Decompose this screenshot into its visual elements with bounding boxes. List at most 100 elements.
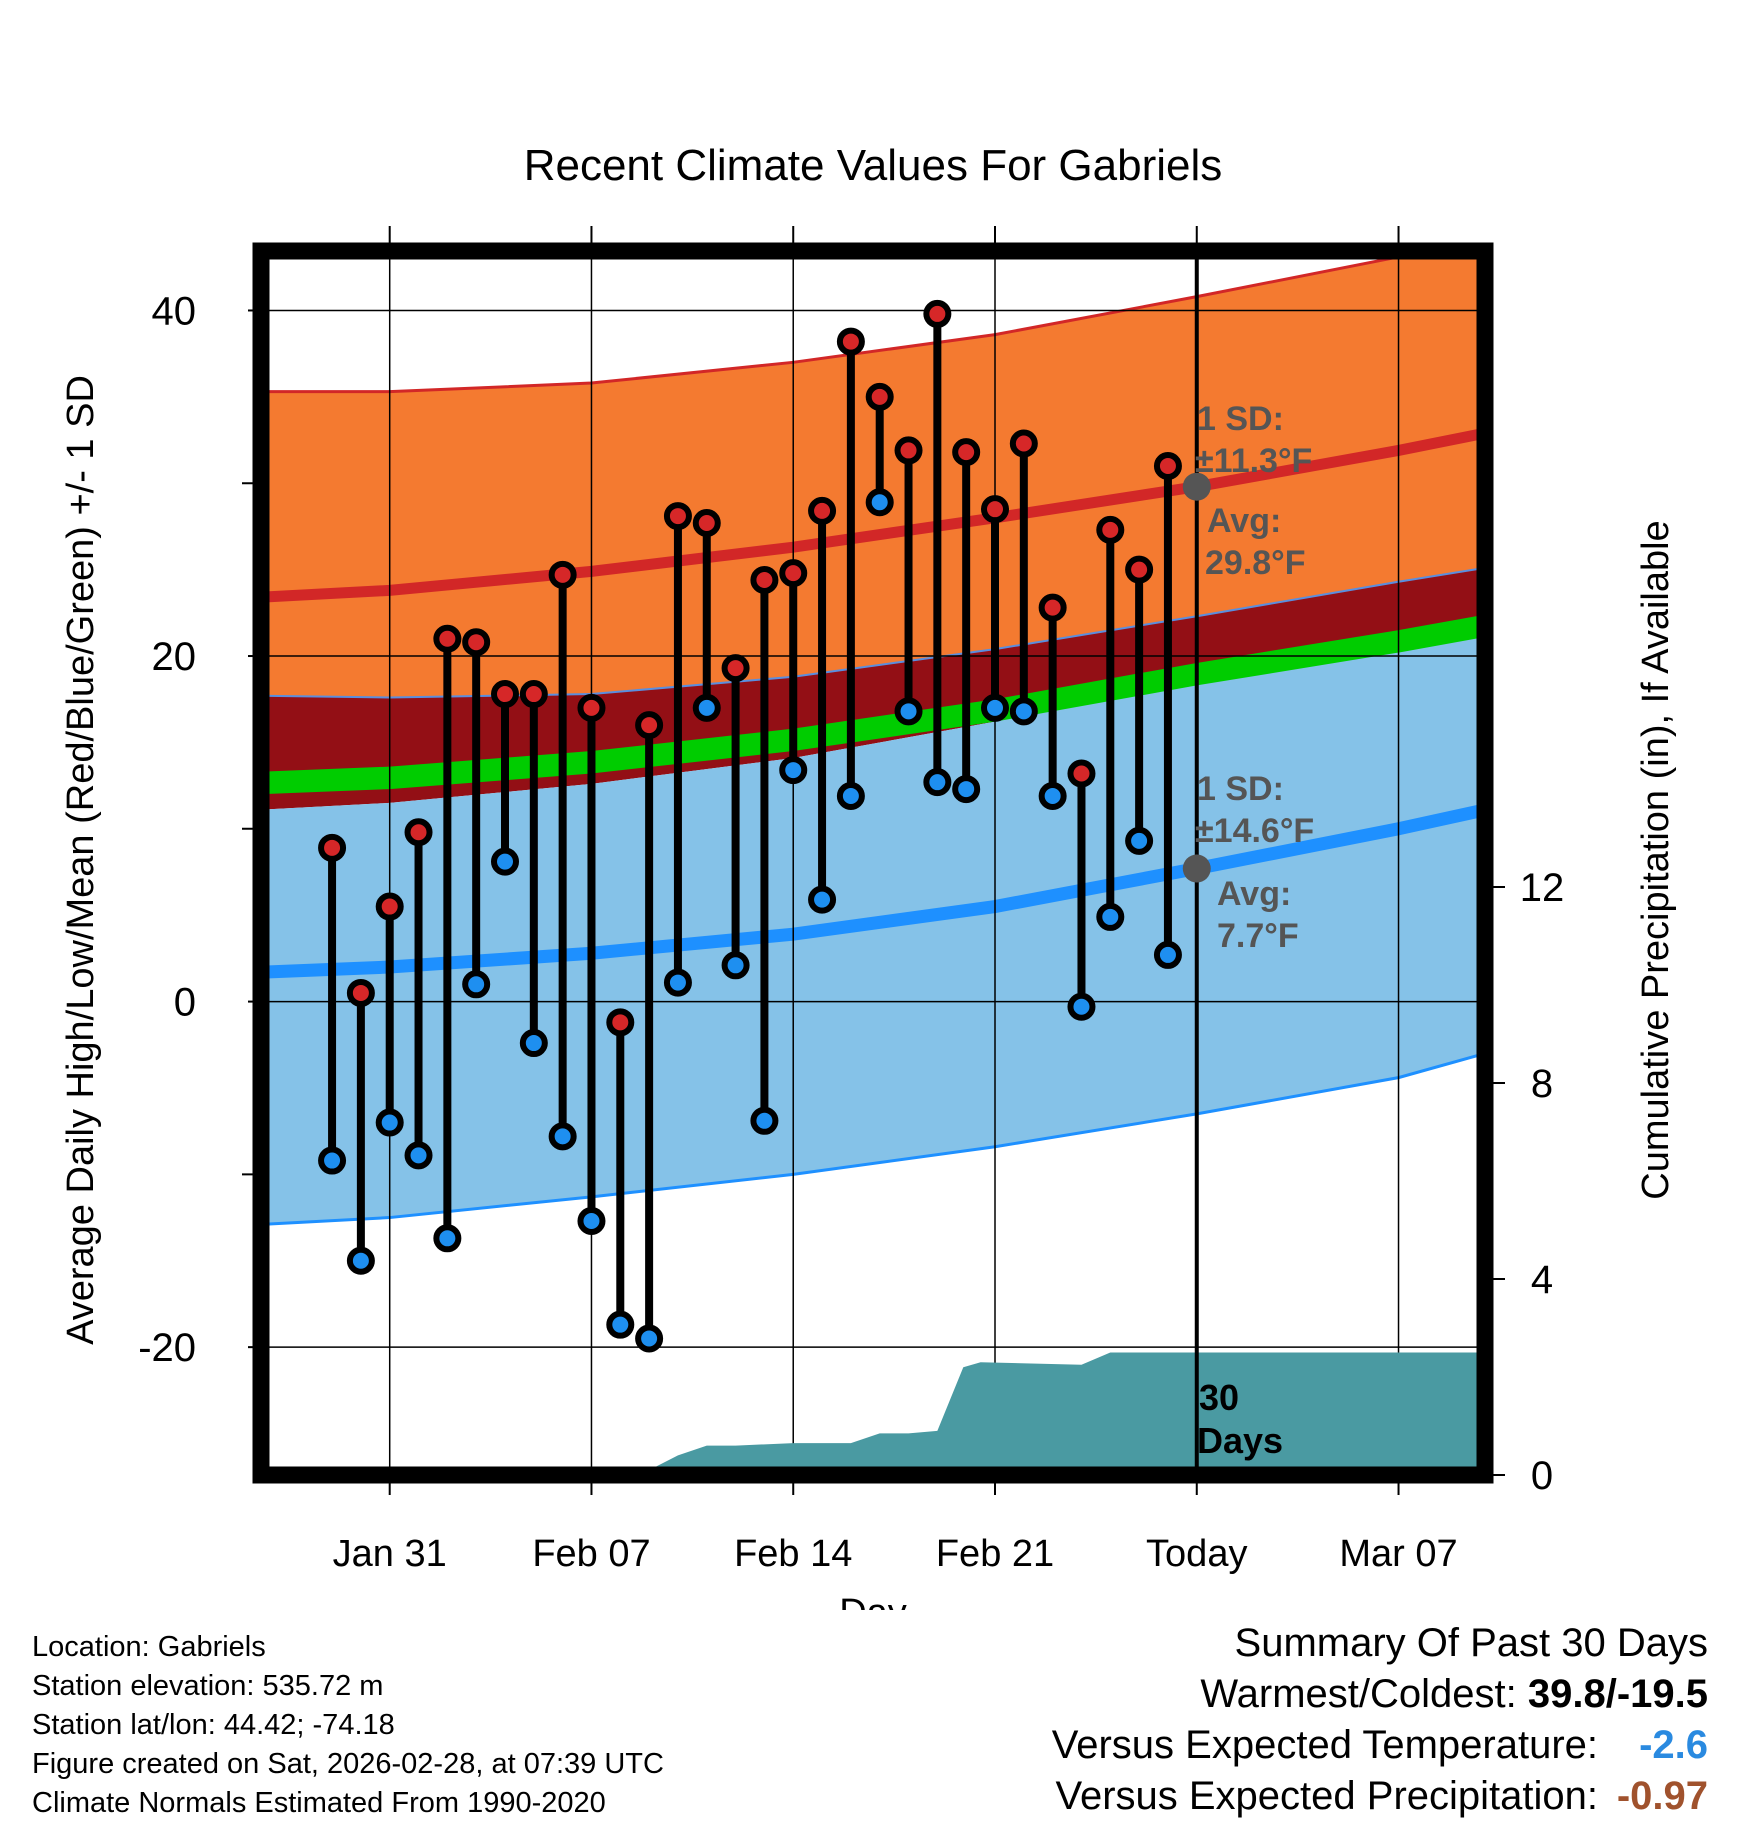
station-info: Location: Gabriels Station elevation: 53… bbox=[32, 1628, 664, 1823]
y2-tick-label: 12 bbox=[1520, 866, 1565, 910]
summary-temp-row: Versus Expected Temperature: -2.6 bbox=[1052, 1720, 1708, 1771]
annotation-high-sd-title: 1 SD: bbox=[1197, 400, 1284, 438]
daily-low-point bbox=[1009, 697, 1038, 726]
daily-high-point bbox=[1009, 429, 1038, 458]
daily-high-point bbox=[519, 680, 548, 709]
today-high-normal-marker bbox=[1182, 472, 1211, 501]
daily-high-point bbox=[836, 327, 865, 356]
daily-low-point bbox=[462, 970, 491, 999]
summary-temp-value: -2.6 bbox=[1639, 1723, 1708, 1767]
precip-cumulative-area bbox=[260, 1352, 1485, 1475]
daily-low-point bbox=[404, 1141, 433, 1170]
daily-high-point bbox=[577, 693, 606, 722]
daily-high-point bbox=[318, 833, 347, 862]
daily-high-point bbox=[491, 680, 519, 709]
summary-precip-row: Versus Expected Precipitation: -0.97 bbox=[1052, 1771, 1708, 1822]
daily-low-point bbox=[548, 1122, 577, 1151]
daily-high-point bbox=[923, 299, 952, 328]
daily-high-point bbox=[1125, 555, 1154, 584]
daily-high-point bbox=[692, 508, 721, 537]
daily-low-point bbox=[865, 488, 894, 517]
daily-high-point bbox=[721, 654, 750, 683]
annotation-high-sd-value: ±11.3°F bbox=[1195, 442, 1312, 480]
x-tick-label: Jan 31 bbox=[333, 1533, 447, 1575]
daily-high-point bbox=[462, 628, 491, 657]
daily-low-point bbox=[635, 1324, 664, 1353]
info-elevation: Station elevation: 535.72 m bbox=[32, 1670, 384, 1702]
plot-area bbox=[260, 250, 1485, 1475]
summary-warmest-value: 39.8/-19.5 bbox=[1527, 1672, 1708, 1716]
daily-low-point bbox=[779, 756, 808, 785]
y2-tick-label: 8 bbox=[1531, 1062, 1553, 1106]
daily-low-point bbox=[923, 768, 952, 797]
daily-high-point bbox=[663, 502, 692, 531]
low-lower-edge bbox=[260, 1051, 1485, 1226]
daily-high-point bbox=[952, 438, 981, 467]
x-tick-label: Feb 14 bbox=[734, 1533, 852, 1575]
annotation-low-sd-title: 1 SD: bbox=[1197, 770, 1284, 808]
y2-axis-label: Cumulative Precipitation (in), If Availa… bbox=[1635, 520, 1677, 1199]
summary-temp-label: Versus Expected Temperature: bbox=[1051, 1723, 1598, 1767]
daily-high-point bbox=[865, 382, 894, 411]
daily-low-point bbox=[952, 775, 981, 804]
today-low-normal-marker bbox=[1182, 854, 1211, 883]
y-tick-label: 0 bbox=[174, 981, 196, 1025]
info-latlon: Station lat/lon: 44.42; -74.18 bbox=[32, 1709, 395, 1741]
daily-high-point bbox=[1153, 451, 1182, 480]
daily-range-bars bbox=[318, 299, 1182, 1353]
daily-high-point bbox=[606, 1008, 635, 1037]
daily-low-point bbox=[1038, 781, 1067, 810]
annotation-high-avg-value: 29.8°F bbox=[1205, 544, 1306, 582]
daily-low-point bbox=[318, 1146, 347, 1175]
mean-band bbox=[260, 614, 1485, 795]
daily-low-point bbox=[1125, 826, 1154, 855]
daily-low-point bbox=[981, 693, 1009, 722]
y2-tick-label: 4 bbox=[1531, 1258, 1553, 1302]
x-tick-label: Today bbox=[1146, 1533, 1247, 1575]
chart-title: Recent Climate Values For Gabriels bbox=[524, 141, 1223, 190]
daily-high-point bbox=[635, 711, 664, 740]
summary-title: Summary Of Past 30 Days bbox=[1234, 1621, 1708, 1665]
x-tick-label: Mar 07 bbox=[1339, 1533, 1457, 1575]
daily-low-point bbox=[433, 1224, 462, 1253]
annotation-days-count: 30 bbox=[1199, 1377, 1239, 1418]
daily-low-point bbox=[663, 968, 692, 997]
daily-low-point bbox=[519, 1029, 548, 1058]
summary-precip-value: -0.97 bbox=[1616, 1774, 1708, 1818]
daily-low-point bbox=[894, 697, 923, 726]
daily-low-point bbox=[346, 1246, 375, 1275]
info-created: Figure created on Sat, 2026-02-28, at 07… bbox=[32, 1748, 664, 1780]
daily-low-point bbox=[721, 951, 750, 980]
summary-precip-label: Versus Expected Precipitation: bbox=[1055, 1774, 1598, 1818]
daily-low-point bbox=[836, 781, 865, 810]
daily-low-point bbox=[1153, 940, 1182, 969]
daily-high-point bbox=[1096, 515, 1125, 544]
info-location: Location: Gabriels bbox=[32, 1631, 266, 1663]
daily-low-point bbox=[606, 1310, 635, 1339]
y-axis-label: Average Daily High/Low/Mean (Red/Blue/Gr… bbox=[60, 375, 102, 1345]
daily-high-point bbox=[433, 624, 462, 653]
high-upper-edge bbox=[260, 250, 1437, 394]
precipitation-area bbox=[260, 1352, 1485, 1475]
daily-low-point bbox=[1067, 992, 1096, 1021]
daily-high-point bbox=[779, 559, 808, 588]
daily-low-point bbox=[750, 1106, 779, 1135]
daily-low-point bbox=[1096, 902, 1125, 931]
daily-low-point bbox=[577, 1207, 606, 1236]
daily-low-point bbox=[808, 885, 837, 914]
daily-high-point bbox=[750, 566, 779, 595]
info-normals: Climate Normals Estimated From 1990-2020 bbox=[32, 1787, 606, 1819]
daily-high-point bbox=[375, 892, 404, 921]
high-average-line bbox=[260, 427, 1485, 603]
daily-high-point bbox=[894, 436, 923, 465]
y-tick-label: 20 bbox=[152, 635, 197, 679]
high-lower-edge bbox=[260, 566, 1485, 699]
daily-low-point bbox=[491, 847, 519, 876]
annotation-low-avg-value: 7.7°F bbox=[1217, 917, 1299, 955]
daily-low-point bbox=[692, 693, 721, 722]
y-tick-label: 40 bbox=[152, 289, 197, 333]
daily-high-point bbox=[808, 496, 837, 525]
x-tick-label: Feb 07 bbox=[532, 1533, 650, 1575]
summary-warmest-label: Warmest/Coldest: bbox=[1200, 1672, 1528, 1716]
summary-warmest-row: Warmest/Coldest: 39.8/-19.5 bbox=[1052, 1669, 1708, 1720]
